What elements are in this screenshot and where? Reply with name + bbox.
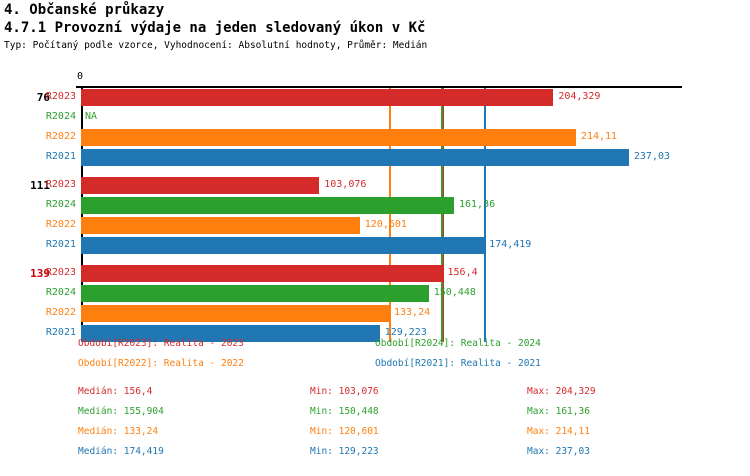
bar-value-label: 214,11: [580, 131, 618, 142]
group-label-111: 111: [30, 179, 50, 192]
stat-min: Min: 150,448: [310, 406, 379, 417]
legend-item[interactable]: Období[R2021]: Realita - 2021: [375, 358, 541, 369]
bar-r2021[interactable]: [81, 325, 380, 342]
bar-value-label: 174,419: [489, 239, 532, 250]
bar-row-label-r2024: R2024: [45, 199, 76, 210]
reference-line-r2024: [441, 88, 443, 342]
stat-median: Medián: 133,24: [78, 426, 159, 437]
page-title-chart: 4.7.1 Provozní výdaje na jeden sledovaný…: [4, 20, 426, 36]
bar-r2023[interactable]: [81, 177, 320, 194]
bar-chart-plot: 0 76 R2023 204,329 R2024 NA R2022 214,11 R2021 2…: [0, 62, 750, 342]
bar-row: R2023 156,4: [0, 264, 750, 284]
bar-value-na: NA: [85, 111, 98, 122]
bar-r2024[interactable]: [81, 285, 429, 302]
stat-min: Min: 103,076: [310, 386, 379, 397]
bar-value-label: 150,448: [433, 287, 476, 298]
reference-line-r2023: [442, 88, 445, 342]
bar-r2021[interactable]: [81, 237, 485, 254]
bar-row-label-r2021: R2021: [45, 151, 76, 162]
bar-row-label-r2022: R2022: [45, 307, 76, 318]
bar-row-label-r2023: R2023: [45, 91, 76, 102]
group-label-139: 139: [30, 267, 50, 280]
group-label-76: 76: [36, 91, 50, 104]
bar-value-label: 103,076: [324, 179, 367, 190]
bar-value-label: 133,24: [393, 307, 431, 318]
stat-min: Min: 129,223: [310, 446, 379, 457]
bar-row-label-r2023: R2023: [45, 267, 76, 278]
bar-r2024[interactable]: [81, 197, 454, 214]
bar-row: R2022 214,11: [0, 128, 750, 148]
bar-row-label-r2021: R2021: [45, 239, 76, 250]
bar-r2023[interactable]: [81, 265, 443, 282]
bar-row: R2023 103,076: [0, 176, 750, 196]
bar-value-label: 237,03: [633, 151, 671, 162]
stat-median: Medián: 155,904: [78, 406, 164, 417]
stat-max: Max: 204,329: [527, 386, 596, 397]
legend-item[interactable]: Období[R2023]: Realita - 2023: [78, 338, 244, 349]
bar-row: R2024 NA: [0, 108, 750, 128]
chart-statistics: Medián: 156,4 Min: 103,076 Max: 204,329 Med…: [0, 386, 750, 476]
bar-r2021[interactable]: [81, 149, 629, 166]
bar-value-label: 161,36: [458, 199, 496, 210]
stat-median: Medián: 174,419: [78, 446, 164, 457]
bar-value-label: 129,223: [384, 327, 427, 338]
bar-value-label: 204,329: [558, 91, 601, 102]
bar-r2023[interactable]: [81, 89, 554, 106]
bar-row: R2021 237,03: [0, 148, 750, 168]
stat-max: Max: 161,36: [527, 406, 590, 417]
bar-r2022[interactable]: [81, 129, 576, 146]
page-title-section: 4. Občanské průkazy: [4, 2, 165, 18]
bar-row-label-r2024: R2024: [45, 111, 76, 122]
stat-median: Medián: 156,4: [78, 386, 153, 397]
chart-legend: Období[R2023]: Realita - 2023 Období[R202…: [0, 338, 750, 378]
legend-item[interactable]: Období[R2022]: Realita - 2022: [78, 358, 244, 369]
bar-r2022[interactable]: [81, 305, 389, 322]
bar-row-label-r2021: R2021: [45, 327, 76, 338]
reference-line-r2021: [484, 88, 486, 342]
bar-row-label-r2022: R2022: [45, 219, 76, 230]
axis-top-line: [81, 86, 682, 88]
bar-row-label-r2024: R2024: [45, 287, 76, 298]
stat-max: Max: 214,11: [527, 426, 590, 437]
bar-value-label: 156,4: [447, 267, 478, 278]
stat-min: Min: 120,601: [310, 426, 379, 437]
legend-item[interactable]: Období[R2024]: Realita - 2024: [375, 338, 541, 349]
page-subtitle: Typ: Počítaný podle vzorce, Vyhodnocení:…: [4, 40, 428, 51]
bar-r2022[interactable]: [81, 217, 360, 234]
bar-row: R2022 133,24: [0, 304, 750, 324]
bar-row: R2022 120,601: [0, 216, 750, 236]
bar-row: R2021 129,223: [0, 324, 750, 344]
bar-row-label-r2022: R2022: [45, 131, 76, 142]
axis-zero-label: 0: [77, 71, 84, 82]
axis-zero-line: [81, 86, 83, 342]
stat-max: Max: 237,03: [527, 446, 590, 457]
bar-value-label: 120,601: [364, 219, 407, 230]
bar-row: R2021 174,419: [0, 236, 750, 256]
bar-row: R2024 150,448: [0, 284, 750, 304]
reference-line-r2022: [388, 88, 391, 342]
bar-row: R2023 204,329: [0, 88, 750, 108]
bar-row: R2024 161,36: [0, 196, 750, 216]
bar-row-label-r2023: R2023: [45, 179, 76, 190]
